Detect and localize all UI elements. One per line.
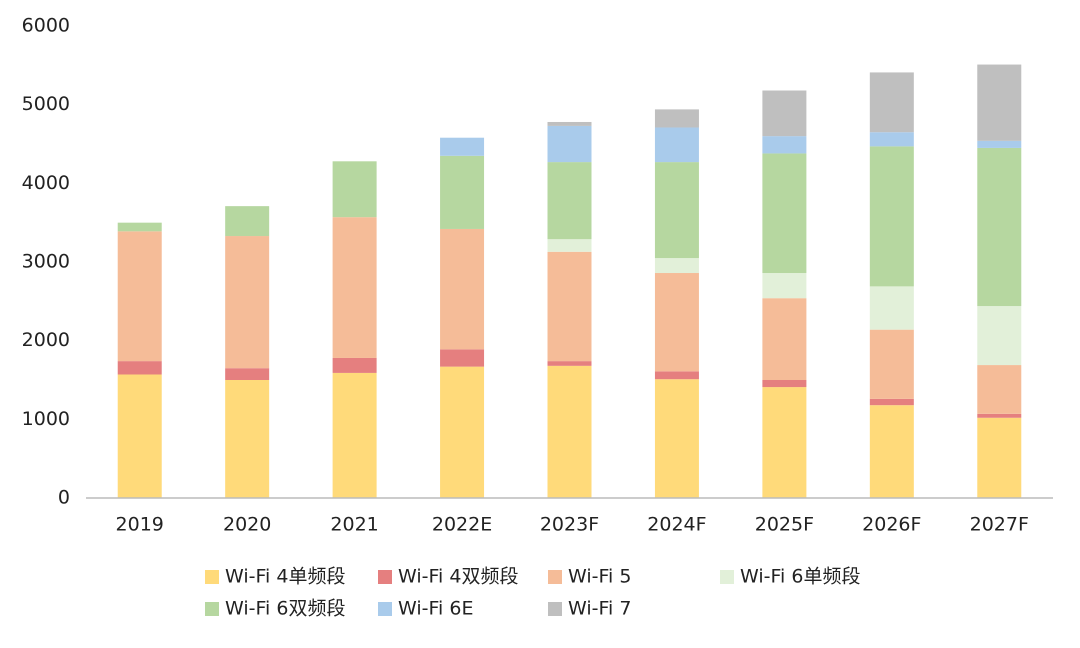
bar-segment <box>977 365 1022 414</box>
legend-swatch <box>548 570 562 584</box>
bar-segment <box>869 286 914 330</box>
x-tick-label: 2023F <box>540 514 599 536</box>
y-tick-label: 2000 <box>22 329 70 351</box>
bar-segment <box>225 236 270 369</box>
bar-segment <box>547 361 592 366</box>
y-tick-label: 4000 <box>22 172 70 194</box>
legend-label: Wi-Fi 4单频段 <box>225 566 345 588</box>
legend-label: Wi-Fi 4双频段 <box>398 566 518 588</box>
legend-swatch <box>205 570 219 584</box>
legend-label: Wi-Fi 5 <box>568 566 631 588</box>
bar-segment <box>547 365 592 498</box>
bar-segment <box>547 125 592 163</box>
bar-segment <box>440 155 485 229</box>
legend-label: Wi-Fi 6双频段 <box>225 598 345 620</box>
bar-segment <box>869 146 914 287</box>
bar-segment <box>547 251 592 362</box>
bar-segment <box>654 258 699 274</box>
bar-segment <box>977 64 1022 141</box>
y-tick-label: 6000 <box>22 15 70 37</box>
x-tick-label: 2019 <box>116 514 164 536</box>
bar-segment <box>654 371 699 380</box>
legend-swatch <box>378 602 392 616</box>
bar-segment <box>977 306 1022 366</box>
bar-segment <box>225 368 270 380</box>
bar-segment <box>332 357 377 373</box>
x-tick-label: 2026F <box>862 514 921 536</box>
bar-segment <box>117 222 162 232</box>
bar-segment <box>654 379 699 498</box>
bar-segment <box>762 136 807 154</box>
y-tick-label: 5000 <box>22 93 70 115</box>
y-tick-label: 3000 <box>22 251 70 273</box>
bar-segment <box>440 228 485 350</box>
x-tick-label: 2020 <box>223 514 271 536</box>
bar-segment <box>117 374 162 498</box>
bar-segment <box>654 162 699 259</box>
bar-segment <box>762 90 807 137</box>
bar-segment <box>977 140 1022 148</box>
legend-swatch <box>548 602 562 616</box>
bar-segment <box>869 329 914 399</box>
bar-segment <box>547 162 592 240</box>
legend-label: Wi-Fi 7 <box>568 598 631 620</box>
bar-segment <box>332 161 377 218</box>
bar-segment <box>977 147 1022 307</box>
bar-segment <box>332 372 377 498</box>
y-tick-label: 0 <box>58 487 70 509</box>
y-tick-label: 1000 <box>22 408 70 430</box>
bar-segment <box>332 217 377 358</box>
x-tick-label: 2024F <box>647 514 706 536</box>
bar-segment <box>440 366 485 498</box>
bar-segment <box>762 153 807 274</box>
bar-segment <box>762 273 807 299</box>
x-tick-label: 2021 <box>330 514 378 536</box>
bar-segment <box>225 380 270 498</box>
x-tick-label: 2022E <box>432 514 492 536</box>
legend-label: Wi-Fi 6单频段 <box>740 566 860 588</box>
bar-segment <box>117 231 162 362</box>
bar-segment <box>762 380 807 388</box>
bar-segment <box>440 349 485 367</box>
bar-segment <box>977 417 1022 498</box>
bar-segment <box>117 361 162 375</box>
legend-label: Wi-Fi 6E <box>398 598 473 620</box>
bar-segment <box>225 206 270 237</box>
bar-segment <box>762 387 807 498</box>
x-tick-label: 2027F <box>970 514 1029 536</box>
bar-segment <box>654 109 699 128</box>
bar-segment <box>869 398 914 406</box>
bar-segment <box>654 127 699 163</box>
bar-segment <box>654 273 699 372</box>
bar-segment <box>547 239 592 252</box>
x-tick-label: 2025F <box>755 514 814 536</box>
bar-segment <box>869 72 914 133</box>
bar-segment <box>869 405 914 498</box>
bar-segment <box>977 413 1022 418</box>
legend-swatch <box>378 570 392 584</box>
legend-swatch <box>205 602 219 616</box>
bar-segment <box>547 121 592 126</box>
legend-swatch <box>720 570 734 584</box>
bar-segment <box>440 137 485 156</box>
bar-segment <box>762 298 807 380</box>
bar-segment <box>869 132 914 147</box>
